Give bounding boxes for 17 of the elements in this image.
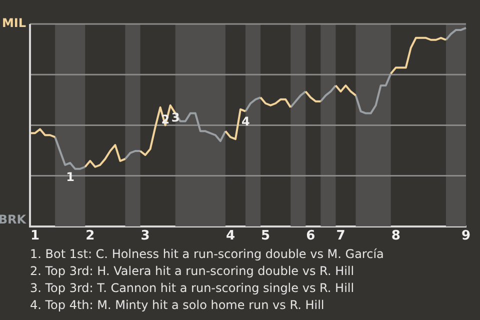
x-tick-label: 1	[30, 228, 40, 244]
annotation: 4	[241, 114, 250, 128]
text: 4. Top 4th: M. Minty hit a solo home run vs R. Hill	[30, 297, 326, 314]
x-tick-label: 8	[391, 228, 400, 244]
x-tick-label: 6	[306, 228, 316, 244]
x-tick-label: 2	[86, 228, 95, 244]
x-tick-label: 7	[336, 228, 346, 244]
x-tick-label: 9	[461, 228, 471, 244]
text: MIL	[2, 16, 26, 30]
x-tick-label: 3	[140, 228, 150, 244]
text: 3. Top 3rd: T. Cannon hit a run-scoring single vs R. Hill	[30, 280, 356, 297]
text: 2. Top 3rd: H. Valera hit a run-scoring double vs R. Hill	[30, 263, 356, 280]
annotation: 3	[171, 110, 180, 124]
text: 1. Bot 1st: C. Holness hit a run-scoring double vs M. García	[30, 246, 385, 263]
x-tick-label: 4	[226, 228, 235, 244]
annotation: 1	[66, 170, 74, 184]
x-tick-label: 5	[261, 228, 270, 244]
